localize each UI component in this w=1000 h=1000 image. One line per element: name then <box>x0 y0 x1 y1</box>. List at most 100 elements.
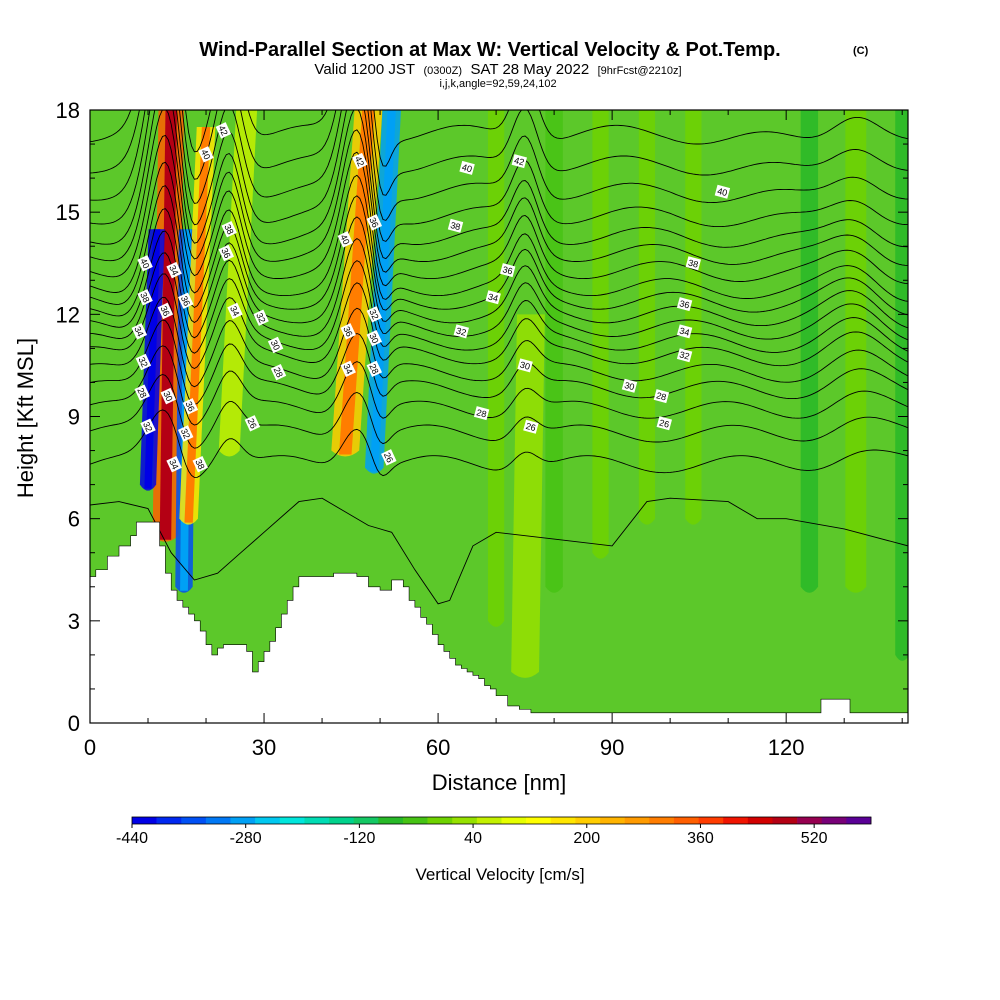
theta-contour-label-box <box>160 387 177 405</box>
theta-contour-label: 34 <box>485 290 501 305</box>
theta-contour-label-text: 36 <box>158 304 171 317</box>
theta-contour-label-text: 34 <box>228 304 241 317</box>
theta-contour-label-text: 34 <box>341 362 354 375</box>
y-tick-label: 12 <box>56 302 80 327</box>
velocity-band <box>487 110 505 627</box>
colorbar-swatch <box>747 817 773 824</box>
theta-contour-label: 36 <box>182 398 199 415</box>
theta-contour-label: 30 <box>267 336 284 354</box>
theta-contour-line <box>90 296 908 388</box>
y-tick-label: 0 <box>68 711 80 736</box>
theta-contour-label: 28 <box>270 363 287 381</box>
theta-contour-label-box <box>244 415 261 432</box>
theta-contour-label-box <box>198 146 214 163</box>
theta-contour-label-box <box>166 455 182 473</box>
y-tick-label: 18 <box>56 98 80 123</box>
colorbar-swatch <box>156 817 182 824</box>
y-tick-label: 6 <box>68 507 80 532</box>
theta-contour-label-text: 34 <box>132 325 145 338</box>
theta-contour-label-text: 40 <box>716 186 728 198</box>
colorbar-swatch <box>427 817 453 824</box>
theta-contour-label-text: 40 <box>138 257 151 270</box>
theta-contour-label-box <box>676 324 693 339</box>
colorbar-swatch <box>772 817 798 824</box>
colorbar-labels: -440 -280 -120 40 200 360 520 <box>116 824 828 847</box>
theta-contour-label-box <box>714 184 731 199</box>
theta-contour-label-text: 30 <box>269 338 282 351</box>
theta-contour-label-text: 30 <box>519 360 531 372</box>
theta-contour-label-text: 36 <box>367 216 380 229</box>
theta-contour-label: 34 <box>131 323 148 340</box>
colorbar-label: 360 <box>687 830 714 847</box>
subtitle-valid: Valid 1200 JST <box>314 61 415 78</box>
colorbar-swatch <box>329 817 354 824</box>
theta-contour-label: 34 <box>227 302 243 320</box>
x-axis-label: Distance [nm] <box>432 770 567 795</box>
y-axis-label: Height [Kft MSL] <box>13 338 38 498</box>
theta-contour-label: 36 <box>218 244 235 262</box>
theta-contour-line <box>90 319 908 405</box>
colorbar-label: -280 <box>230 830 262 847</box>
colorbar-swatch <box>698 817 724 824</box>
theta-contour-label-text: 32 <box>254 311 267 324</box>
theta-contour-label-box <box>485 290 501 305</box>
colorbar-swatch <box>723 817 749 824</box>
theta-contour-label-text: 40 <box>199 148 212 161</box>
colorbar-swatch <box>230 817 256 824</box>
theta-contour-label-text: 28 <box>272 366 285 379</box>
subtitle-date: SAT 28 May 2022 <box>470 61 589 78</box>
velocity-band <box>638 110 656 525</box>
velocity-band-core <box>184 127 211 523</box>
theta-contour-label: 32 <box>253 309 269 326</box>
theta-contour-label-text: 38 <box>138 291 151 304</box>
theta-contour-line <box>90 208 908 329</box>
colorbar-label: 40 <box>464 830 482 847</box>
colorbar-swatch <box>600 817 625 824</box>
velocity-band <box>845 110 867 593</box>
theta-contour-label: 26 <box>381 449 397 466</box>
theta-contour-line <box>90 134 908 287</box>
theta-contour-label-text: 38 <box>222 223 235 236</box>
colorbar-swatch <box>132 817 157 824</box>
theta-contour-label: 40 <box>198 146 214 163</box>
theta-contour-label: 34 <box>166 455 182 473</box>
theta-contour-label-box <box>473 406 490 421</box>
theta-contour-line <box>90 110 908 273</box>
theta-contour-label-text: 30 <box>367 332 380 345</box>
theta-contour-label: 42 <box>352 152 368 170</box>
x-tick-label: 30 <box>252 735 276 760</box>
theta-contour-label-text: 26 <box>245 417 258 430</box>
theta-contour-label: 42 <box>511 154 528 169</box>
theta-contour-label-text: 36 <box>183 400 196 413</box>
theta-contour-label: 36 <box>676 297 693 312</box>
theta-contour-label-text: 42 <box>216 124 229 137</box>
theta-contour-label: 38 <box>192 455 208 473</box>
theta-contour-label: 40 <box>137 255 153 272</box>
theta-contour-label-text: 30 <box>623 380 635 392</box>
colorbar-swatch <box>846 817 872 824</box>
theta-contour-label: 38 <box>447 218 464 233</box>
theta-contour-line <box>90 161 908 302</box>
y-tick-label: 15 <box>56 200 80 225</box>
colorbar-swatch <box>673 817 699 824</box>
theta-contour-label-box <box>182 398 199 415</box>
theta-contour-label-box <box>447 218 464 233</box>
colorbar-swatch <box>501 817 527 824</box>
theta-contour-label-box <box>366 214 383 231</box>
theta-contour-label-text: 34 <box>167 458 180 471</box>
colorbar-swatch <box>304 817 330 824</box>
theta-contour-line <box>90 230 908 341</box>
theta-contour-label-text: 32 <box>678 349 690 361</box>
theta-contour-label-box <box>676 348 693 363</box>
theta-contour-labels: 42 40 38 36 34 32 30 28 26 40 38 34 32 28 32 34 36 30 36 36… <box>131 122 731 473</box>
theta-contour-label-box <box>366 329 383 347</box>
theta-contour-label-box <box>221 220 237 238</box>
chart-title-mark: (C) <box>853 45 869 57</box>
theta-contour-label: 30 <box>621 378 638 393</box>
theta-contour-line <box>90 409 908 478</box>
theta-contour-label-box <box>137 255 153 272</box>
theta-contour-label: 32 <box>177 425 194 442</box>
theta-contour-label: 36 <box>340 323 356 340</box>
theta-contour-label: 28 <box>473 406 490 421</box>
